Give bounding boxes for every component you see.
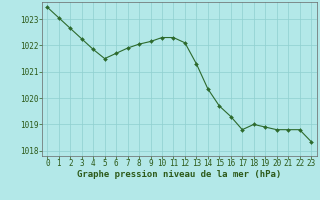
X-axis label: Graphe pression niveau de la mer (hPa): Graphe pression niveau de la mer (hPa) <box>77 170 281 179</box>
